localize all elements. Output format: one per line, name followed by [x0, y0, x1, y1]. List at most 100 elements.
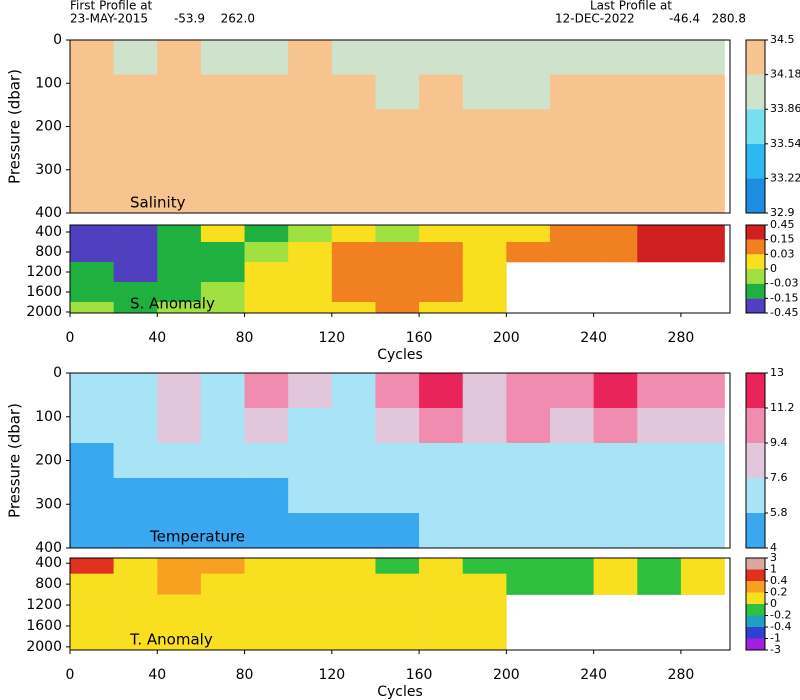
- heat-cell: [244, 225, 289, 243]
- heat-cell: [462, 594, 507, 616]
- heat-cell: [70, 302, 114, 314]
- colorbar-band: [746, 592, 765, 604]
- y-axis-label: Pressure (dbar): [6, 403, 24, 518]
- heat-cell: [419, 573, 464, 595]
- heat-cell: [157, 178, 202, 214]
- heat-cell: [680, 40, 725, 75]
- heat-cell: [200, 225, 245, 243]
- heat-cell: [200, 262, 245, 283]
- heat-cell: [593, 573, 638, 595]
- heat-cell: [680, 143, 725, 179]
- heat-cell: [200, 178, 245, 214]
- heat-cell: [550, 40, 594, 75]
- heat-cell: [70, 282, 114, 303]
- heat-cell: [462, 242, 507, 263]
- heat-cell: [550, 443, 594, 479]
- colorbar-band: [746, 283, 765, 299]
- heat-cell: [550, 408, 594, 444]
- heat-cell: [244, 109, 289, 145]
- heat-cell: [200, 408, 245, 444]
- heat-cell: [331, 282, 376, 303]
- heat-cell: [157, 513, 202, 549]
- colorbar-band: [746, 443, 765, 478]
- heat-cell: [375, 408, 420, 444]
- heat-cell: [200, 594, 245, 616]
- heat-cell: [637, 109, 682, 145]
- heat-cell: [244, 594, 289, 616]
- heat-cell: [637, 513, 682, 549]
- heat-cell: [200, 143, 245, 179]
- heat-cell: [680, 513, 725, 549]
- heat-cell: [462, 373, 507, 409]
- heat-cell: [70, 615, 114, 637]
- heat-cell: [113, 594, 158, 616]
- heat-cell: [550, 178, 594, 214]
- colorbar-label: 4: [770, 541, 777, 554]
- heat-cell: [200, 282, 245, 303]
- heat-cell: [419, 262, 464, 283]
- heat-cell: [331, 443, 376, 479]
- x-tick-label: 40: [148, 667, 166, 683]
- heat-cell: [593, 443, 638, 479]
- heat-cell: [331, 478, 376, 514]
- x-tick-label: 120: [318, 667, 345, 683]
- heat-cell: [288, 513, 333, 549]
- y-tick-label: 800: [35, 576, 62, 592]
- x-tick-label: 0: [66, 330, 75, 346]
- x-tick-label: 280: [668, 667, 695, 683]
- heat-cell: [331, 242, 376, 263]
- first-lat: -53.9: [174, 12, 205, 26]
- heat-cell: [113, 443, 158, 479]
- heat-cell: [244, 262, 289, 283]
- heat-cell: [244, 373, 289, 409]
- heat-cell: [462, 109, 507, 145]
- heat-cell: [288, 573, 333, 595]
- heat-cell: [157, 40, 202, 75]
- heat-cell: [506, 408, 551, 444]
- heat-cell: [375, 282, 420, 303]
- heat-cell: [331, 143, 376, 179]
- first-label: First Profile at: [70, 0, 153, 13]
- heat-cell: [680, 109, 725, 145]
- heat-cell: [244, 242, 289, 263]
- heat-cell: [331, 408, 376, 444]
- heat-cell: [331, 558, 376, 574]
- y-tick-label: 300: [35, 496, 62, 512]
- heat-cell: [200, 573, 245, 595]
- heat-cell: [70, 513, 114, 549]
- colorbar-band: [746, 581, 765, 593]
- colorbar-band: [746, 298, 765, 313]
- heat-cell: [113, 262, 158, 283]
- heat-cell: [637, 443, 682, 479]
- heat-cell: [157, 478, 202, 514]
- heat-cell: [157, 242, 202, 263]
- heat-cell: [462, 615, 507, 637]
- heat-cell: [506, 109, 551, 145]
- heat-cell: [70, 373, 114, 409]
- heat-cell: [419, 242, 464, 263]
- heat-cell: [375, 242, 420, 263]
- heat-cell: [680, 225, 725, 243]
- heat-cell: [157, 615, 202, 637]
- heat-cell: [331, 302, 376, 314]
- heat-cell: [375, 178, 420, 214]
- heat-cell: [375, 302, 420, 314]
- heat-cell: [244, 302, 289, 314]
- colorbar-frame: [745, 372, 766, 549]
- heat-cell: [244, 74, 289, 110]
- heat-cell: [288, 478, 333, 514]
- heat-cell: [70, 40, 114, 75]
- x-tick-label: 160: [406, 330, 433, 346]
- heat-cell: [550, 573, 594, 595]
- y-axis-label: Pressure (dbar): [6, 69, 24, 184]
- x-tick-label: 200: [493, 667, 520, 683]
- colorbar-label: -1: [770, 632, 781, 645]
- heat-cell: [680, 478, 725, 514]
- heat-cell: [462, 558, 507, 574]
- heat-cell: [113, 282, 158, 303]
- heat-cell: [288, 636, 333, 651]
- colorbar-label: 33.54: [770, 137, 800, 150]
- heat-cell: [419, 302, 464, 314]
- colorbar-label: -0.15: [770, 291, 798, 304]
- heat-cell: [200, 40, 245, 75]
